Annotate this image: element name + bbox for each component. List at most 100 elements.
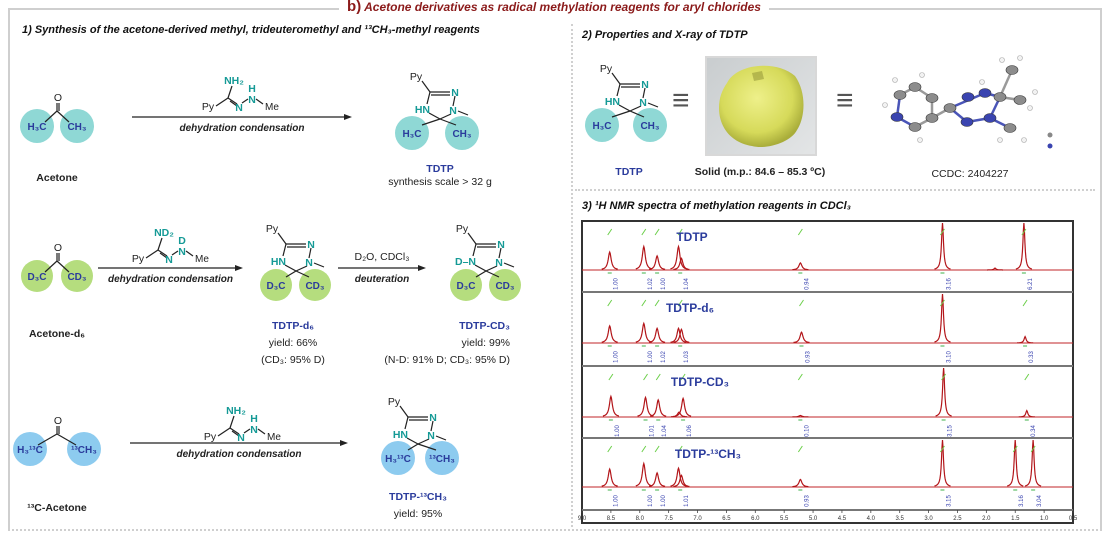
integral-curve bbox=[1012, 445, 1018, 453]
reaction-condition: dehydration condensation bbox=[176, 449, 301, 460]
solid-sample-photo bbox=[705, 56, 817, 156]
bond bbox=[295, 270, 310, 278]
integral-value: 1.00 bbox=[661, 278, 667, 290]
bond bbox=[171, 250, 179, 256]
nitrogen-label: N bbox=[451, 87, 459, 99]
ccdc-label: CCDC: 2404227 bbox=[931, 168, 1009, 180]
bond bbox=[157, 237, 163, 251]
bond bbox=[629, 105, 642, 112]
integral-value: 3.15 bbox=[948, 425, 954, 437]
pyridyl-label: Py bbox=[410, 71, 423, 83]
x-tick-label: 6.0 bbox=[751, 516, 760, 522]
integral-curve bbox=[607, 228, 613, 236]
integral-value: 0.34 bbox=[1031, 425, 1037, 437]
integral-curve bbox=[607, 445, 613, 453]
section1-heading: 1) Synthesis of the acetone-derived meth… bbox=[22, 24, 480, 36]
tdtp-13ch3-yield: yield: 95% bbox=[393, 508, 443, 520]
bond bbox=[616, 83, 621, 97]
nitrogen-label: HN bbox=[393, 429, 408, 441]
integral-value: 1.01 bbox=[684, 495, 690, 507]
bond bbox=[157, 249, 168, 257]
left-methyl-label: H₃C bbox=[592, 121, 611, 132]
tdtp-cd3-yield: yield: 99% bbox=[461, 337, 510, 349]
xray-hydrogen bbox=[999, 57, 1005, 63]
integral-curve bbox=[797, 373, 803, 381]
xray-hydrogen bbox=[892, 77, 898, 83]
arrowhead bbox=[344, 114, 352, 120]
methyl-highlight-circle bbox=[489, 269, 521, 301]
bond bbox=[231, 430, 240, 437]
integral-curve bbox=[940, 445, 945, 453]
tdtp-cd3-note: (N-D: 91% D; CD₃: 95% D) bbox=[384, 354, 510, 366]
integral-curve bbox=[1022, 299, 1028, 307]
arrowhead bbox=[340, 440, 348, 446]
n-methyl-bond bbox=[313, 262, 325, 268]
oxygen-label: O bbox=[54, 92, 62, 104]
bond bbox=[421, 118, 441, 126]
right-methyl-label: CD₃ bbox=[495, 281, 514, 292]
n-methyl-bond bbox=[435, 435, 447, 441]
x-tick-label: 9.0 bbox=[578, 516, 587, 522]
nmr-peak bbox=[1018, 409, 1035, 418]
x-tick-label: 7.5 bbox=[664, 516, 673, 522]
left-methyl-label: H₃C bbox=[402, 129, 421, 140]
integral-curve bbox=[655, 373, 661, 381]
xray-hydrogen bbox=[979, 79, 985, 85]
integral-value: 1.04 bbox=[662, 425, 668, 437]
bond bbox=[417, 438, 430, 445]
pyridyl-label: Py bbox=[132, 253, 145, 265]
integral-value: 1.00 bbox=[614, 495, 620, 507]
nmr-peak bbox=[935, 367, 952, 417]
integral-value: 0.93 bbox=[804, 495, 810, 507]
title-text: Acetone derivatives as radical methylati… bbox=[364, 0, 761, 14]
nmr-peak bbox=[670, 244, 687, 270]
bond bbox=[474, 264, 487, 272]
nitrogen-label: N bbox=[305, 257, 313, 269]
xray-nitrogen-atom bbox=[890, 112, 904, 122]
nmr-peak bbox=[670, 326, 687, 343]
nmr-peak bbox=[1006, 439, 1024, 487]
x-tick-label: 5.5 bbox=[780, 516, 789, 522]
bond bbox=[426, 91, 431, 105]
horizontal-divider bbox=[575, 189, 1095, 191]
bond bbox=[439, 113, 452, 120]
pyridyl-bond bbox=[421, 80, 431, 93]
yellow-powder-image bbox=[719, 65, 804, 148]
pyridyl-label: Py bbox=[266, 223, 279, 235]
tdtp-cd3-label: TDTP-CD₃ bbox=[459, 320, 510, 332]
equivalent-sign: ≡ bbox=[836, 84, 854, 117]
bond bbox=[159, 252, 168, 259]
integral-curve bbox=[940, 228, 945, 236]
bond bbox=[452, 95, 456, 107]
amino-label: ND₂ bbox=[154, 227, 174, 239]
right-methyl-label: ¹³CH₃ bbox=[71, 445, 97, 456]
x-tick-label: 1.0 bbox=[1040, 516, 1049, 522]
integral-curve bbox=[941, 373, 947, 381]
tdtp-d6-yield: yield: 66% bbox=[268, 337, 318, 349]
nmr-peak bbox=[1024, 439, 1042, 487]
bond bbox=[229, 427, 240, 435]
xray-hydrogen bbox=[917, 137, 923, 143]
bond bbox=[308, 247, 312, 259]
integral-curve bbox=[643, 373, 648, 381]
integral-curve bbox=[677, 228, 683, 236]
pyridyl-bond bbox=[611, 72, 621, 85]
pyridyl-bond bbox=[277, 232, 287, 245]
nitrogen-label: N bbox=[639, 97, 647, 109]
bond bbox=[229, 100, 238, 107]
methyl-highlight-circle bbox=[299, 269, 331, 301]
bond bbox=[485, 270, 500, 278]
integral-value: 0.94 bbox=[804, 278, 810, 290]
nmr-peak bbox=[635, 321, 653, 343]
nmr-peak bbox=[793, 331, 810, 344]
xray-carbon-atom bbox=[1005, 65, 1019, 75]
methyl-label: Me bbox=[195, 254, 209, 265]
nmr-peak bbox=[601, 250, 618, 270]
left-methyl-label: D₃C bbox=[266, 281, 285, 292]
integral-value: 1.03 bbox=[684, 351, 690, 363]
x-tick-label: 3.0 bbox=[924, 516, 933, 522]
right-methyl-label: CD₃ bbox=[67, 272, 86, 283]
nmr-peak bbox=[674, 396, 692, 417]
integral-value: 1.06 bbox=[687, 425, 693, 437]
left-methyl-label: H₃C bbox=[27, 122, 46, 133]
